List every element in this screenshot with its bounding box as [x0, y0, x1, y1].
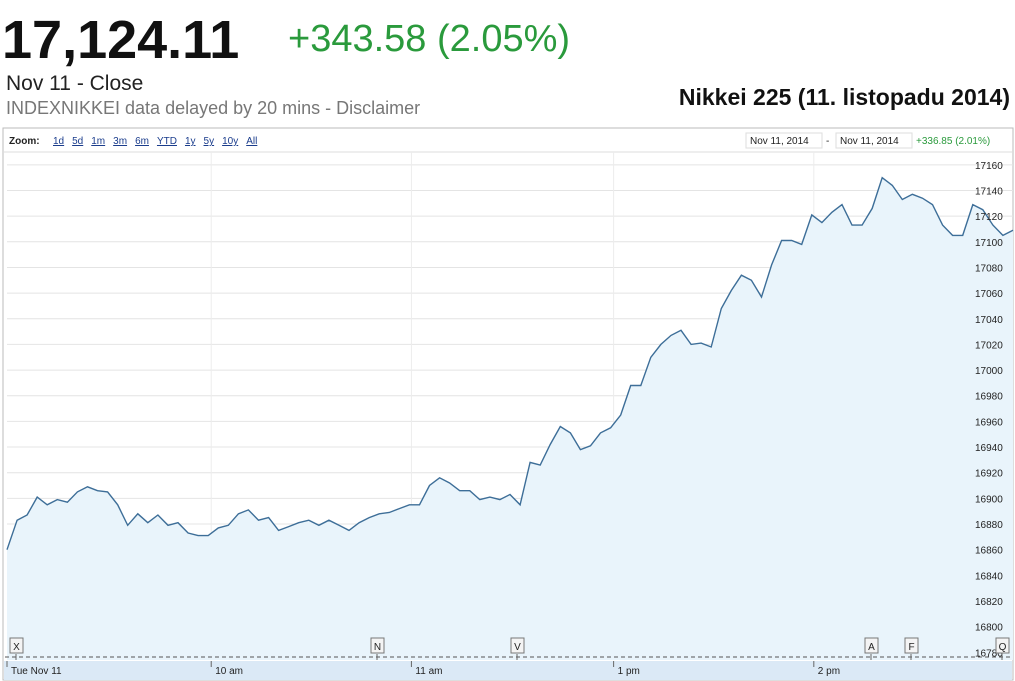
- flag[interactable]: [864, 637, 879, 654]
- y-tick-label: 16940: [975, 443, 1003, 454]
- date-box: [745, 132, 823, 149]
- x-axis-band: [4, 661, 1012, 680]
- flag-label[interactable]: X: [13, 642, 20, 653]
- price-line: [6, 176, 1014, 550]
- flag-label[interactable]: F: [908, 642, 914, 653]
- price-change: +343.58 (2.05%): [288, 18, 570, 60]
- y-tick-label: 16780: [975, 648, 1003, 659]
- y-tick-label: 16920: [975, 469, 1003, 480]
- zoom-link[interactable]: 6m: [135, 136, 149, 147]
- zoom-link[interactable]: 10y: [222, 136, 238, 147]
- y-tick-label: 17160: [975, 161, 1003, 172]
- y-tick-label: 16860: [975, 546, 1003, 557]
- flag[interactable]: [904, 637, 919, 654]
- x-tick-label: 2 pm: [818, 666, 840, 677]
- x-tick-label: 10 am: [215, 666, 243, 677]
- zoom-label: Zoom:: [9, 136, 40, 147]
- zoom-link[interactable]: 1d: [53, 136, 64, 147]
- zoom-link[interactable]: 3m: [113, 136, 127, 147]
- y-tick-label: 16880: [975, 520, 1003, 531]
- x-tick-label: 11 am: [415, 666, 442, 677]
- y-tick-label: 17120: [975, 212, 1003, 223]
- range-change: +336.85 (2.01%): [916, 136, 990, 147]
- zoom-link[interactable]: All: [246, 136, 257, 147]
- x-tick-label: Tue Nov 11: [11, 666, 62, 677]
- price: 17,124.11: [2, 10, 239, 70]
- y-tick-label: 17040: [975, 315, 1003, 326]
- date-separator: -: [826, 136, 829, 147]
- zoom-link[interactable]: 5y: [204, 136, 215, 147]
- y-tick-label: 16980: [975, 392, 1003, 403]
- y-tick-label: 17080: [975, 263, 1003, 274]
- date-box: [835, 132, 913, 149]
- y-tick-label: 16960: [975, 417, 1003, 428]
- flag[interactable]: [370, 637, 385, 654]
- date-to: Nov 11, 2014: [840, 136, 899, 147]
- y-tick-label: 17000: [975, 366, 1003, 377]
- flag-label[interactable]: V: [514, 642, 521, 653]
- zoom-link[interactable]: YTD: [157, 136, 177, 147]
- flag[interactable]: [510, 637, 525, 654]
- y-tick-label: 16840: [975, 571, 1003, 582]
- flag[interactable]: [9, 637, 24, 654]
- zoom-ranges: 1d 5d 1m 3m 6m YTD 1y 5y 10y All: [53, 136, 257, 147]
- status: Nov 11 - Close: [6, 72, 143, 95]
- flag[interactable]: [995, 637, 1010, 654]
- flag-label[interactable]: N: [374, 642, 381, 653]
- y-tick-label: 16900: [975, 494, 1003, 505]
- flag-label[interactable]: Q: [999, 642, 1007, 653]
- y-tick-label: 17100: [975, 238, 1003, 249]
- zoom-link[interactable]: 5d: [72, 136, 83, 147]
- date-from: Nov 11, 2014: [750, 136, 809, 147]
- plot: 16780 16800 16820 16840 16860 16880 16900 16920…: [6, 152, 1014, 660]
- chart-title: Nikkei 225 (11. listopadu 2014): [679, 84, 1010, 110]
- y-tick-label: 16800: [975, 623, 1003, 634]
- zoom-link[interactable]: 1m: [91, 136, 105, 147]
- y-tick-label: 17060: [975, 289, 1003, 300]
- x-tick-label: 1 pm: [618, 666, 640, 677]
- note: INDEXNIKKEI data delayed by 20 mins - Di…: [6, 98, 420, 118]
- y-tick-label: 16820: [975, 597, 1003, 608]
- zoom-link[interactable]: 1y: [185, 136, 196, 147]
- y-tick-label: 17140: [975, 186, 1003, 197]
- flag-label[interactable]: A: [868, 642, 875, 653]
- y-tick-label: 17020: [975, 340, 1003, 351]
